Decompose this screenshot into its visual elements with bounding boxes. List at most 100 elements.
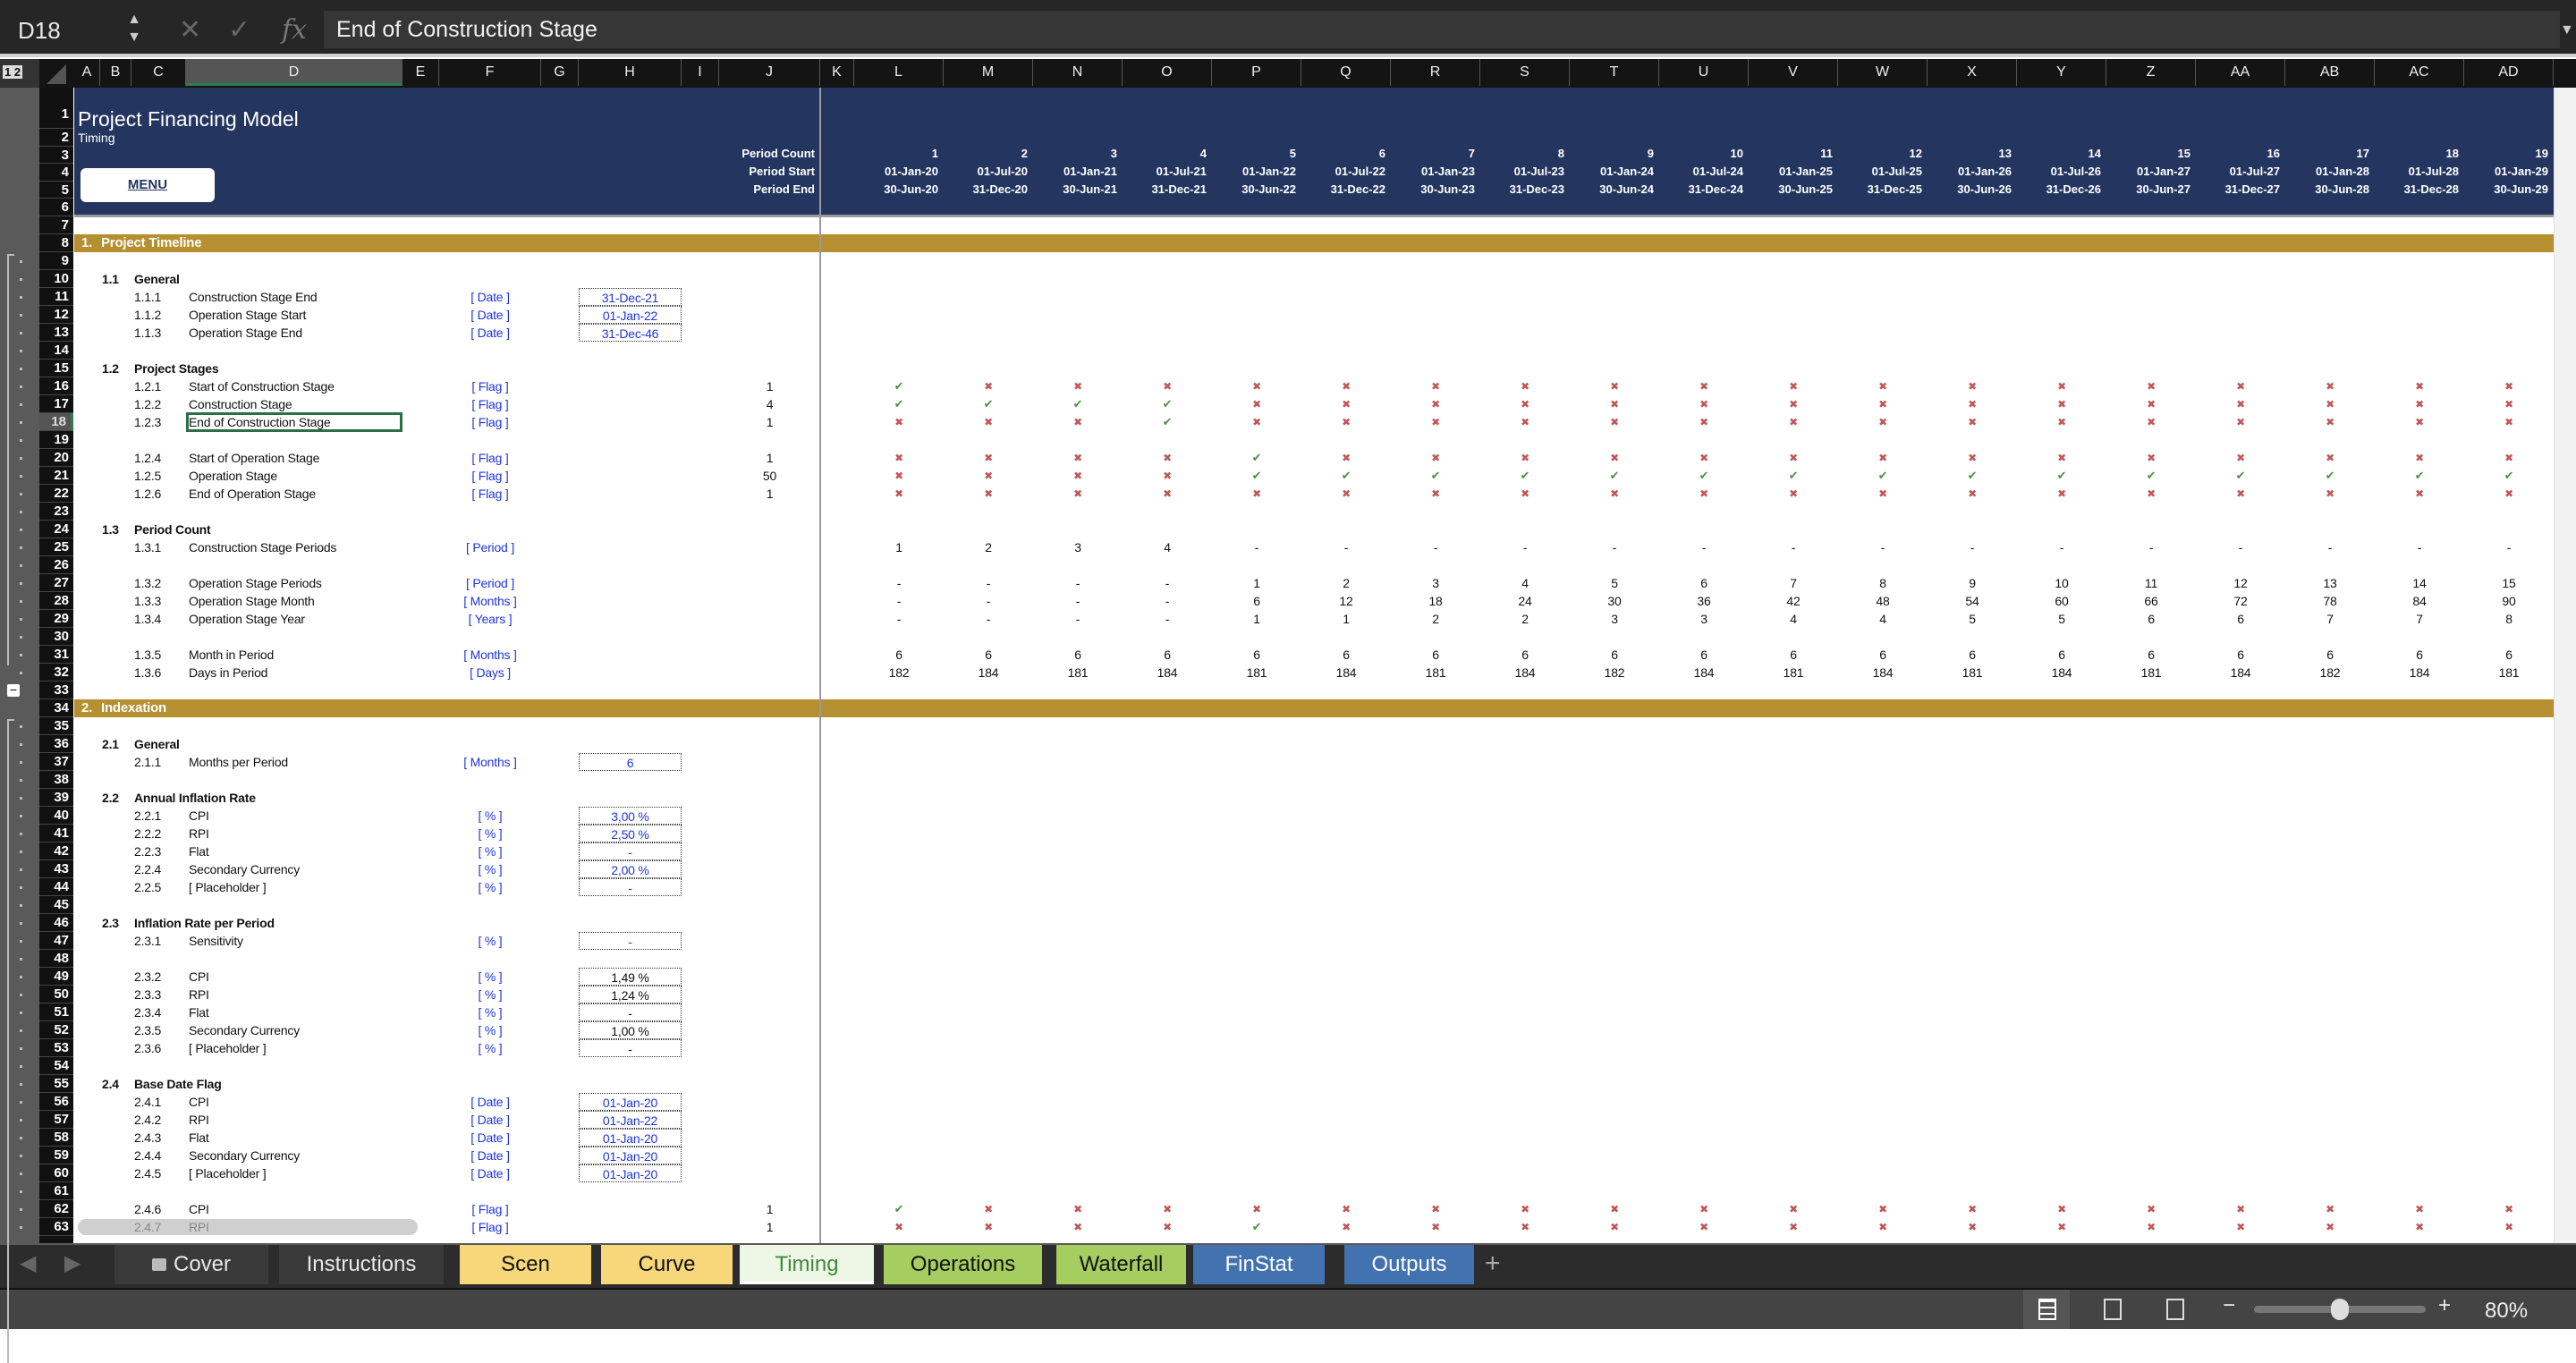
sheet-tab-instructions[interactable]: Instructions (279, 1245, 444, 1284)
row-header-25[interactable]: 25 (39, 538, 73, 556)
input-cell[interactable]: 01-Jan-20 (579, 1164, 682, 1182)
row-header-14[interactable]: 14 (39, 342, 73, 360)
column-header-t[interactable]: T (1570, 59, 1659, 86)
row-header-63[interactable]: 63 (39, 1218, 73, 1236)
column-header-e[interactable]: E (402, 59, 439, 86)
row-header-50[interactable]: 50 (39, 986, 73, 1003)
column-header-d[interactable]: D (186, 59, 402, 86)
row-header-42[interactable]: 42 (39, 842, 73, 860)
row-header-5[interactable]: 5 (39, 182, 73, 199)
column-header-ab[interactable]: AB (2285, 59, 2375, 86)
row-header-55[interactable]: 55 (39, 1075, 73, 1093)
row-header-54[interactable]: 54 (39, 1057, 73, 1075)
prev-sheet-icon[interactable]: ◀ (20, 1251, 37, 1275)
column-header-s[interactable]: S (1480, 59, 1570, 86)
name-box[interactable]: D18 (18, 17, 61, 44)
input-cell[interactable]: 01-Jan-22 (579, 306, 682, 324)
row-header-29[interactable]: 29 (39, 610, 73, 628)
row-header-7[interactable]: 7 (39, 216, 73, 234)
column-header-ad[interactable]: AD (2464, 59, 2554, 86)
column-header-n[interactable]: N (1033, 59, 1123, 86)
row-header-12[interactable]: 12 (39, 306, 73, 324)
input-cell[interactable]: 6 (579, 753, 682, 771)
sheet-tab-waterfall[interactable]: Waterfall (1056, 1245, 1186, 1284)
row-header-24[interactable]: 24 (39, 521, 73, 538)
column-header-k[interactable]: K (820, 59, 854, 86)
zoom-in-button[interactable]: + (2438, 1293, 2452, 1317)
row-header-56[interactable]: 56 (39, 1093, 73, 1111)
column-header-l[interactable]: L (854, 59, 944, 86)
row-header-17[interactable]: 17 (39, 395, 73, 413)
row-header-35[interactable]: 35 (39, 717, 73, 735)
sheet-tab-timing[interactable]: Timing (740, 1245, 874, 1284)
row-header-26[interactable]: 26 (39, 556, 73, 574)
column-header-w[interactable]: W (1838, 59, 1928, 86)
row-header-39[interactable]: 39 (39, 789, 73, 807)
sheet-tab-outputs[interactable]: Outputs (1344, 1245, 1474, 1284)
formula-input[interactable]: End of Construction Stage (324, 11, 2560, 48)
column-header-q[interactable]: Q (1301, 59, 1391, 86)
row-header-46[interactable]: 46 (39, 914, 73, 932)
input-cell[interactable]: 01-Jan-20 (579, 1093, 682, 1111)
sheet-tab-scen[interactable]: Scen (460, 1245, 591, 1284)
column-header-h[interactable]: H (579, 59, 682, 86)
row-header-37[interactable]: 37 (39, 753, 73, 771)
input-cell[interactable]: - (579, 932, 682, 950)
row-header-44[interactable]: 44 (39, 878, 73, 896)
input-cell[interactable]: 31-Dec-21 (579, 288, 682, 306)
sheet-tab-cover[interactable]: Cover (114, 1245, 268, 1284)
column-header-r[interactable]: R (1391, 59, 1480, 86)
row-header-6[interactable]: 6 (39, 199, 73, 216)
column-header-c[interactable]: C (131, 59, 186, 86)
column-header-i[interactable]: I (682, 59, 719, 86)
row-header-40[interactable]: 40 (39, 807, 73, 825)
column-header-a[interactable]: A (74, 59, 100, 86)
input-cell[interactable]: 01-Jan-20 (579, 1147, 682, 1164)
column-header-p[interactable]: P (1212, 59, 1301, 86)
row-header-51[interactable]: 51 (39, 1003, 73, 1021)
row-header-20[interactable]: 20 (39, 449, 73, 467)
column-header-aa[interactable]: AA (2196, 59, 2285, 86)
add-sheet-button[interactable]: + (1485, 1249, 1501, 1278)
column-header-y[interactable]: Y (2017, 59, 2106, 86)
row-header-52[interactable]: 52 (39, 1021, 73, 1039)
column-header-j[interactable]: J (719, 59, 820, 86)
row-header-33[interactable]: 33 (39, 682, 73, 699)
row-header-9[interactable]: 9 (39, 252, 73, 270)
menu-button[interactable]: MENU (80, 168, 215, 202)
row-header-62[interactable]: 62 (39, 1200, 73, 1218)
enter-check-icon[interactable]: ✓ (228, 15, 251, 45)
row-header-21[interactable]: 21 (39, 467, 73, 485)
next-sheet-icon[interactable]: ▶ (64, 1251, 81, 1275)
column-header-x[interactable]: X (1928, 59, 2017, 86)
column-header-z[interactable]: Z (2106, 59, 2196, 86)
zoom-out-button[interactable]: − (2223, 1293, 2236, 1317)
column-header-u[interactable]: U (1659, 59, 1749, 86)
row-header-38[interactable]: 38 (39, 771, 73, 789)
zoom-slider-thumb[interactable] (2331, 1299, 2349, 1320)
page-break-view-icon[interactable] (2166, 1299, 2184, 1320)
normal-view-button[interactable] (2023, 1290, 2070, 1329)
outline-level-label[interactable]: 1 2 (3, 65, 23, 79)
row-header-34[interactable]: 34 (39, 699, 73, 717)
expand-formula-icon[interactable]: ▼ (2560, 22, 2574, 38)
row-header-15[interactable]: 15 (39, 360, 73, 377)
column-header-m[interactable]: M (944, 59, 1033, 86)
select-all-button[interactable] (39, 59, 73, 88)
cancel-icon[interactable]: ✕ (179, 15, 202, 45)
row-header-57[interactable]: 57 (39, 1111, 73, 1129)
column-header-o[interactable]: O (1123, 59, 1212, 86)
row-header-16[interactable]: 16 (39, 377, 73, 395)
zoom-slider[interactable] (2254, 1299, 2426, 1320)
name-box-stepper-icon[interactable]: ▲ ▼ (127, 12, 141, 45)
row-header-53[interactable]: 53 (39, 1039, 73, 1057)
outline-level-buttons[interactable]: 1 2 (0, 59, 39, 88)
row-header-28[interactable]: 28 (39, 592, 73, 610)
input-cell[interactable]: 2,50 % (579, 825, 682, 842)
row-header-18[interactable]: 18 (39, 413, 73, 431)
row-header-11[interactable]: 11 (39, 288, 73, 306)
row-header-23[interactable]: 23 (39, 503, 73, 521)
input-cell[interactable]: 2,00 % (579, 860, 682, 878)
sheet-tab-finstat[interactable]: FinStat (1193, 1245, 1325, 1284)
column-header-v[interactable]: V (1749, 59, 1838, 86)
